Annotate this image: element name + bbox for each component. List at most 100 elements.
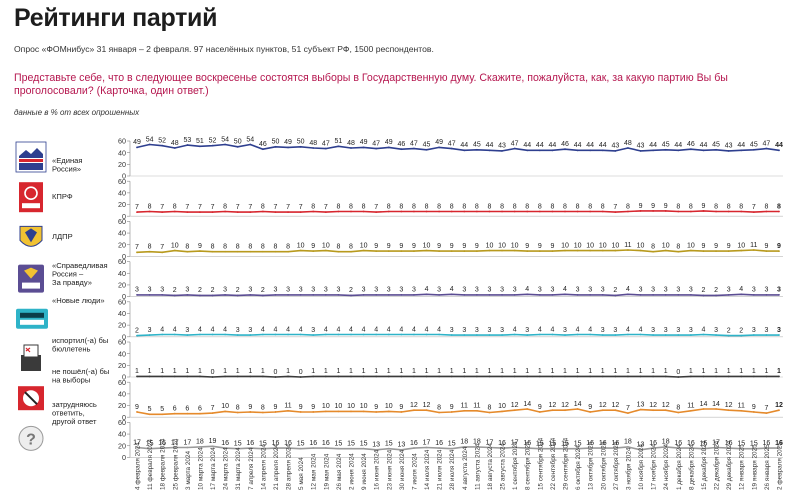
data-label: 43 <box>725 143 733 150</box>
data-point <box>312 375 315 378</box>
box <box>21 355 41 371</box>
data-label: 4 <box>211 326 215 333</box>
data-label: 8 <box>148 244 152 251</box>
data-label: 10 <box>498 403 506 410</box>
data-label: 15 <box>234 440 242 447</box>
data-label: 8 <box>676 203 680 210</box>
data-point <box>538 411 541 413</box>
data-point <box>727 409 730 412</box>
data-label: 7 <box>135 244 139 251</box>
data-point <box>488 334 491 336</box>
series-line <box>137 293 779 297</box>
data-label: 3 <box>664 327 668 334</box>
data-point <box>161 144 164 147</box>
data-label: 1 <box>135 368 139 375</box>
data-point <box>350 333 352 336</box>
data-label: 3 <box>160 287 164 294</box>
data-point <box>375 147 378 150</box>
data-point <box>173 446 176 449</box>
data-point <box>261 375 264 378</box>
data-point <box>148 143 151 146</box>
y-tick-label: 20 <box>118 160 126 169</box>
data-point <box>778 210 780 213</box>
data-point <box>148 375 151 378</box>
data-label: 15 <box>146 440 154 447</box>
data-label: 9 <box>299 404 303 411</box>
y-tick-label: 60 <box>118 378 126 387</box>
data-label: 16 <box>158 440 166 447</box>
data-label: 1 <box>311 368 315 375</box>
data-label: 4 <box>588 326 592 333</box>
data-label: 17 <box>423 439 431 446</box>
data-label: 46 <box>561 141 569 148</box>
data-label: 12 <box>649 402 657 409</box>
data-point <box>337 210 340 213</box>
data-point <box>652 334 655 336</box>
data-point <box>224 447 227 449</box>
data-label: 1 <box>651 368 655 375</box>
data-label: 3 <box>777 287 781 294</box>
data-label: 10 <box>637 242 645 249</box>
data-label: 3 <box>576 287 580 294</box>
data-point <box>199 250 201 253</box>
x-tick-label: 1 сентября 2024 <box>511 441 519 490</box>
data-point <box>236 375 239 378</box>
y-tick-label: 20 <box>118 321 126 330</box>
x-tick-label: 11 февраля 2024 <box>147 439 154 490</box>
x-tick-label: 21 апреля 2024 <box>273 444 280 490</box>
data-point <box>199 446 201 448</box>
data-label: 3 <box>223 287 227 294</box>
data-point <box>148 293 151 296</box>
y-tick-label: 20 <box>118 240 126 249</box>
data-label: 49 <box>385 139 393 146</box>
data-point <box>689 409 692 412</box>
data-label: 4 <box>626 326 630 333</box>
x-tick-label: 17 марта 2024 <box>210 447 217 490</box>
data-label: 1 <box>223 368 227 375</box>
data-point <box>337 410 340 413</box>
data-label: 7 <box>764 405 768 412</box>
data-label: 14 <box>523 401 531 408</box>
data-label: 18 <box>460 439 468 446</box>
panel-4: 0 20 40 60 3 3 3 2 3 2 2 3 2 3 2 3 3 3 3 3 3 2 3 3 3 3 3 4 3 4 3 3 3 3 3 4 3… <box>18 257 783 301</box>
data-point <box>538 250 541 253</box>
data-point <box>211 445 214 448</box>
data-label: 3 <box>299 287 303 294</box>
data-label: 7 <box>299 204 303 211</box>
data-label: 4 <box>702 326 706 333</box>
data-label: 7 <box>248 204 252 211</box>
data-label: 15 <box>347 440 355 447</box>
data-point <box>438 411 441 414</box>
data-label: 7 <box>324 204 328 211</box>
data-label: 12 <box>511 402 519 409</box>
data-point <box>324 211 327 214</box>
data-point <box>236 447 239 450</box>
data-label: 7 <box>185 204 189 211</box>
series-line <box>136 143 780 152</box>
data-label: 10 <box>611 242 619 249</box>
data-point <box>148 413 151 416</box>
data-point <box>186 250 189 253</box>
no-vote-icon <box>18 386 44 411</box>
data-point <box>576 249 579 252</box>
data-label: 1 <box>714 368 718 375</box>
data-label: 8 <box>185 244 189 251</box>
data-point <box>136 251 138 254</box>
data-point <box>538 375 541 378</box>
data-point <box>387 410 390 413</box>
data-label: 3 <box>513 287 517 294</box>
data-label: 1 <box>286 368 290 375</box>
data-point <box>413 147 415 150</box>
data-point <box>438 375 441 378</box>
data-point <box>312 250 315 253</box>
data-label: 19 <box>209 438 217 445</box>
data-point <box>375 375 378 378</box>
data-label: 8 <box>437 404 441 411</box>
x-tick-label: 2 февраля 2025 <box>777 442 784 490</box>
data-label: 15 <box>574 440 582 447</box>
data-point <box>501 334 503 336</box>
data-point <box>576 333 579 336</box>
data-label: 3 <box>764 327 768 334</box>
data-label: 7 <box>160 204 164 211</box>
data-point <box>413 447 415 449</box>
